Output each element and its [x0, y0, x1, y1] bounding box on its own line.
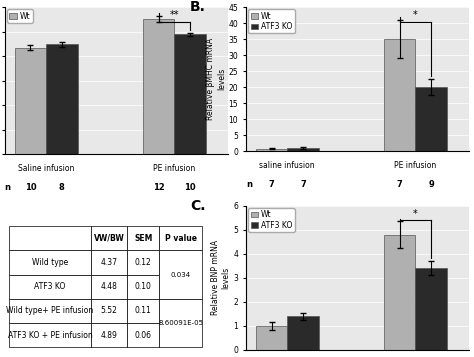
FancyBboxPatch shape: [9, 323, 91, 347]
Text: ATF3 KO + PE infusion: ATF3 KO + PE infusion: [8, 331, 92, 340]
Text: VW/BW: VW/BW: [93, 234, 124, 243]
Text: 7: 7: [300, 180, 306, 189]
Text: 8.60091E-05: 8.60091E-05: [158, 320, 203, 326]
Bar: [143, 19, 174, 154]
Legend: Wt, ATF3 KO: Wt, ATF3 KO: [248, 9, 295, 33]
Text: Wild type: Wild type: [32, 258, 68, 267]
FancyBboxPatch shape: [91, 251, 127, 275]
Bar: [256, 149, 287, 151]
Text: 0.11: 0.11: [135, 306, 152, 316]
Legend: Wt: Wt: [7, 9, 33, 23]
Text: 0.12: 0.12: [135, 258, 152, 267]
Bar: [174, 34, 206, 154]
Text: 0.10: 0.10: [135, 282, 152, 291]
Text: ATF3 KO: ATF3 KO: [34, 282, 65, 291]
Text: 10: 10: [25, 183, 36, 192]
FancyBboxPatch shape: [159, 251, 202, 299]
Text: C.: C.: [190, 198, 206, 213]
Text: SEM: SEM: [134, 234, 152, 243]
Text: 0.034: 0.034: [171, 272, 191, 278]
Text: 0.06: 0.06: [135, 331, 152, 340]
Text: B.: B.: [190, 0, 206, 14]
FancyBboxPatch shape: [127, 323, 159, 347]
FancyBboxPatch shape: [9, 251, 91, 275]
FancyBboxPatch shape: [91, 226, 127, 251]
FancyBboxPatch shape: [127, 251, 159, 275]
Text: 7: 7: [269, 180, 274, 189]
FancyBboxPatch shape: [127, 299, 159, 323]
FancyBboxPatch shape: [159, 226, 202, 251]
Bar: [46, 44, 78, 154]
Text: P value: P value: [165, 234, 197, 243]
Bar: [15, 47, 46, 154]
Bar: [416, 268, 447, 350]
Text: 4.89: 4.89: [100, 331, 118, 340]
Text: 4.37: 4.37: [100, 258, 118, 267]
Bar: [384, 235, 416, 350]
Text: *: *: [413, 209, 418, 219]
FancyBboxPatch shape: [9, 226, 91, 251]
Text: Wild type+ PE infusion: Wild type+ PE infusion: [6, 306, 93, 316]
Text: 10: 10: [184, 183, 196, 192]
Text: 9: 9: [428, 180, 434, 189]
Text: n: n: [5, 183, 11, 192]
Text: 12: 12: [153, 183, 164, 192]
FancyBboxPatch shape: [9, 299, 91, 323]
Y-axis label: Relative BNP mRNA
levels: Relative BNP mRNA levels: [211, 240, 231, 316]
FancyBboxPatch shape: [91, 299, 127, 323]
Bar: [287, 316, 319, 350]
Text: 8: 8: [59, 183, 64, 192]
FancyBboxPatch shape: [9, 275, 91, 299]
Bar: [256, 326, 287, 350]
Text: 5.52: 5.52: [100, 306, 118, 316]
Text: **: **: [170, 10, 179, 20]
Text: *: *: [413, 10, 418, 20]
Bar: [287, 148, 319, 151]
FancyBboxPatch shape: [159, 299, 202, 347]
Text: n: n: [246, 180, 252, 189]
FancyBboxPatch shape: [127, 226, 159, 251]
Bar: [416, 87, 447, 151]
Text: 4.48: 4.48: [100, 282, 118, 291]
FancyBboxPatch shape: [91, 323, 127, 347]
Y-axis label: Relative βMHC mRNA
levels: Relative βMHC mRNA levels: [206, 38, 226, 120]
FancyBboxPatch shape: [91, 275, 127, 299]
FancyBboxPatch shape: [127, 275, 159, 299]
Text: 7: 7: [397, 180, 402, 189]
Bar: [384, 39, 416, 151]
Legend: Wt, ATF3 KO: Wt, ATF3 KO: [248, 208, 295, 232]
